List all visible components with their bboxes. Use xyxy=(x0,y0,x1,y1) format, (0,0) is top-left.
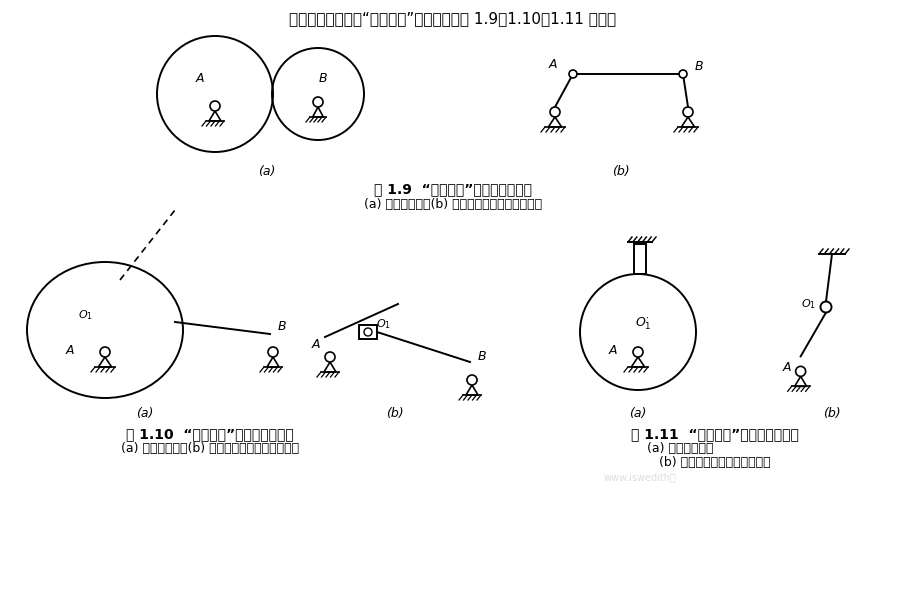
Text: $O_1^{\cdot}$: $O_1^{\cdot}$ xyxy=(635,315,651,332)
Text: 机构中几种常见的“高副低代”方法分别如图 1.9、1.10、1.11 所示。: 机构中几种常见的“高副低代”方法分别如图 1.9、1.10、1.11 所示。 xyxy=(289,11,617,26)
Text: A: A xyxy=(66,344,74,356)
Text: $O_1$: $O_1$ xyxy=(78,308,92,322)
Circle shape xyxy=(313,97,323,107)
Circle shape xyxy=(569,70,577,78)
Text: (a) 原高副结构；(b) 用低副替代高副后的结构。: (a) 原高副结构；(b) 用低副替代高副后的结构。 xyxy=(120,442,299,456)
Text: (b): (b) xyxy=(612,166,630,179)
Text: (b) 用低副替代高副后的结构。: (b) 用低副替代高副后的结构。 xyxy=(660,456,771,470)
Circle shape xyxy=(679,70,687,78)
Text: $O_1$: $O_1$ xyxy=(801,297,815,311)
Text: (b): (b) xyxy=(386,408,404,421)
Circle shape xyxy=(550,107,560,117)
Circle shape xyxy=(633,347,643,357)
Text: 图 1.11  “高副低代”的常见情况之三: 图 1.11 “高副低代”的常见情况之三 xyxy=(631,427,799,441)
Bar xyxy=(634,244,646,274)
Text: A: A xyxy=(783,361,791,374)
Text: (a) 原高副结构；: (a) 原高副结构； xyxy=(647,442,713,456)
Text: www.iswedith证: www.iswedith证 xyxy=(603,472,677,482)
Text: (a): (a) xyxy=(258,166,275,179)
Text: (a): (a) xyxy=(136,408,154,421)
Circle shape xyxy=(683,107,693,117)
Circle shape xyxy=(100,347,110,357)
Text: (b): (b) xyxy=(824,408,841,421)
Text: A: A xyxy=(549,58,557,70)
Circle shape xyxy=(210,101,220,111)
Text: A: A xyxy=(196,72,204,85)
Text: 图 1.9  “高副低代”的常见情况之一: 图 1.9 “高副低代”的常见情况之一 xyxy=(374,182,532,196)
Text: $O_1$: $O_1$ xyxy=(375,317,390,331)
Text: (a): (a) xyxy=(630,408,647,421)
Text: 图 1.10  “高副低代”的常见情况之二: 图 1.10 “高副低代”的常见情况之二 xyxy=(126,427,294,441)
Circle shape xyxy=(795,367,805,376)
Text: A: A xyxy=(312,338,320,352)
Circle shape xyxy=(364,328,372,336)
Text: (a) 原高副结构；(b) 用低副替代高副后的结构。: (a) 原高副结构；(b) 用低副替代高副后的结构。 xyxy=(364,197,542,211)
Text: A: A xyxy=(609,344,617,356)
Text: B: B xyxy=(277,320,286,332)
Circle shape xyxy=(821,302,832,312)
Text: B: B xyxy=(319,72,327,85)
Circle shape xyxy=(268,347,278,357)
Text: B: B xyxy=(477,350,487,364)
Text: B: B xyxy=(695,60,703,72)
Circle shape xyxy=(325,352,335,362)
Circle shape xyxy=(467,375,477,385)
Bar xyxy=(359,325,377,339)
